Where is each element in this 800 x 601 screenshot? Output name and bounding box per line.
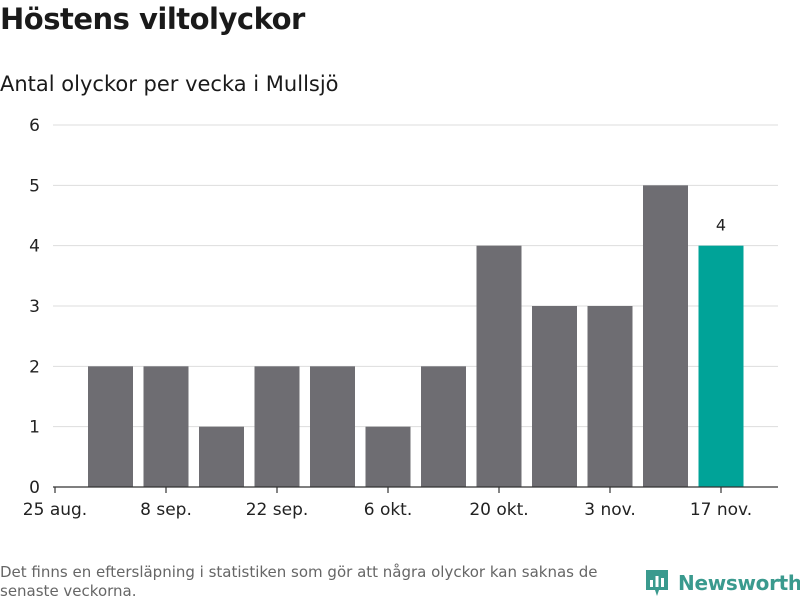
x-tick-label: 17 nov. bbox=[690, 500, 752, 520]
y-tick-label: 1 bbox=[29, 418, 40, 438]
footnote: Det finns en eftersläpning i statistiken… bbox=[0, 563, 598, 600]
data-labels: 4 bbox=[716, 216, 726, 235]
bar bbox=[587, 306, 633, 487]
x-tick-label: 3 nov. bbox=[584, 500, 636, 520]
data-label: 4 bbox=[716, 216, 726, 235]
bar bbox=[143, 366, 189, 487]
bar bbox=[643, 185, 688, 488]
newsworthy-logo[interactable]: Newsworthy bbox=[644, 568, 800, 598]
brand-name: Newsworthy bbox=[678, 571, 800, 595]
bar bbox=[199, 426, 244, 487]
chart-subtitle: Antal olyckor per vecka i Mullsjö bbox=[0, 72, 339, 96]
y-tick-label: 5 bbox=[29, 176, 40, 196]
x-tick-label: 25 aug. bbox=[23, 500, 87, 520]
x-tick-label: 22 sep. bbox=[246, 500, 309, 520]
bar bbox=[698, 245, 744, 487]
bar bbox=[310, 366, 355, 487]
bar bbox=[532, 306, 577, 487]
bar bbox=[254, 366, 300, 487]
y-tick-label: 0 bbox=[29, 478, 40, 498]
bar bbox=[421, 366, 466, 487]
x-tick-label: 6 okt. bbox=[364, 500, 413, 520]
bar-chart: 0 1 2 3 4 5 6 25 aug. 8 sep. 22 sep. 6 okt. 20 okt… bbox=[23, 116, 778, 520]
bar bbox=[88, 366, 133, 487]
bar bbox=[476, 245, 522, 487]
y-tick-label: 4 bbox=[29, 237, 40, 257]
y-axis-ticks: 0 1 2 3 4 5 6 bbox=[29, 116, 40, 498]
x-axis-ticks: 25 aug. 8 sep. 22 sep. 6 okt. 20 okt. 3 nov. 1… bbox=[23, 487, 752, 520]
bar bbox=[365, 426, 411, 487]
x-tick-label: 8 sep. bbox=[140, 500, 192, 520]
y-tick-label: 6 bbox=[29, 116, 40, 136]
y-tick-label: 2 bbox=[29, 357, 40, 377]
x-tick-label: 20 okt. bbox=[469, 500, 528, 520]
bar-chart-badge-icon bbox=[646, 570, 668, 596]
bars bbox=[88, 185, 744, 488]
y-tick-label: 3 bbox=[29, 297, 40, 317]
chart-title: Höstens viltolyckor bbox=[0, 2, 305, 36]
